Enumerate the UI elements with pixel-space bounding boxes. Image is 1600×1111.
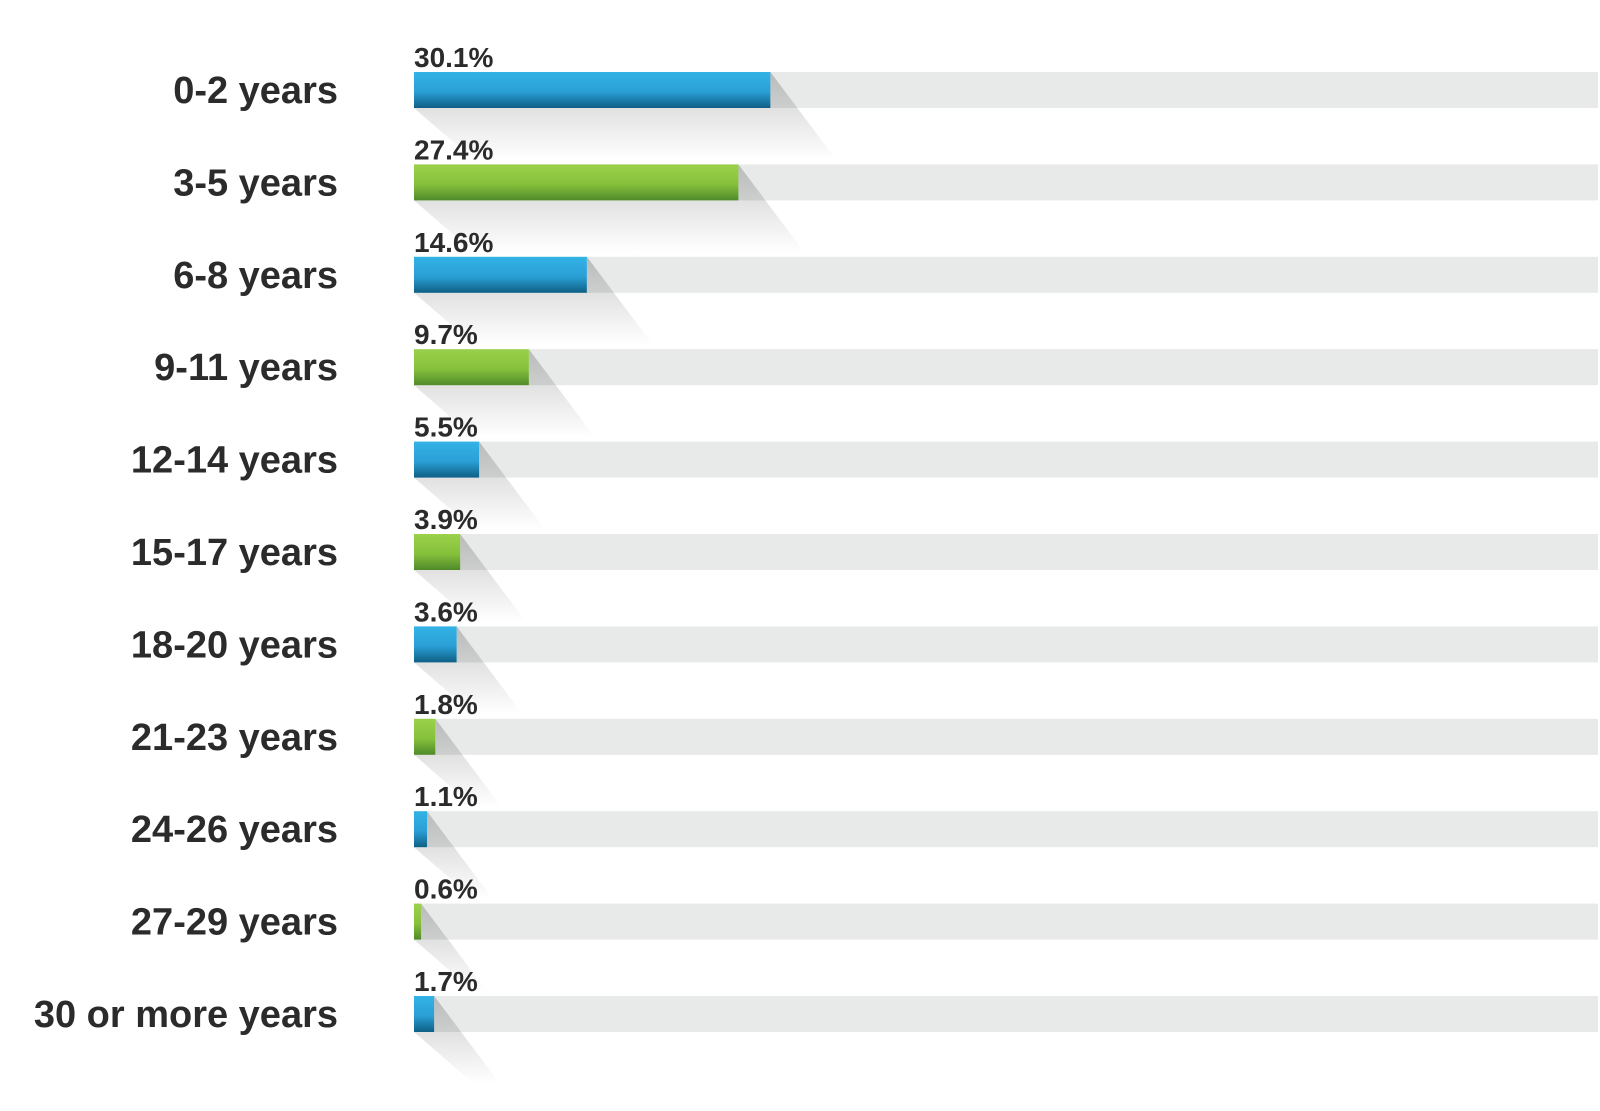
category-label: 6-8 years bbox=[173, 255, 338, 297]
bar-11 bbox=[414, 996, 435, 1032]
value-label: 27.4% bbox=[414, 134, 493, 165]
category-label: 9-11 years bbox=[154, 347, 338, 389]
category-label: 15-17 years bbox=[131, 532, 338, 574]
bar-row: 18-20 years 3.6% bbox=[131, 596, 1598, 715]
category-label: 18-20 years bbox=[131, 624, 338, 666]
bar-track bbox=[414, 626, 1598, 663]
bar-shadow bbox=[414, 903, 488, 992]
value-label: 30.1% bbox=[414, 42, 493, 73]
bar-row: 30 or more years 1.7% bbox=[34, 966, 1598, 1084]
bar-shadow bbox=[414, 256, 653, 345]
category-label: 12-14 years bbox=[131, 440, 338, 482]
bar-row: 15-17 years 3.9% bbox=[131, 504, 1598, 622]
bar-row: 3-5 years 27.4% bbox=[173, 134, 1598, 253]
value-label: 1.7% bbox=[414, 966, 478, 997]
bar-5 bbox=[414, 441, 480, 478]
category-label: 0-2 years bbox=[173, 70, 338, 112]
bar-track bbox=[414, 996, 1598, 1032]
bar-track bbox=[414, 349, 1598, 386]
bar-7 bbox=[414, 626, 457, 663]
bar-1 bbox=[414, 72, 771, 108]
bar-track bbox=[414, 718, 1598, 755]
category-label: 27-29 years bbox=[131, 902, 338, 944]
bar-10 bbox=[414, 903, 422, 940]
bar-row: 27-29 years 0.6% bbox=[131, 874, 1598, 992]
bar-9 bbox=[414, 811, 428, 848]
bar-row: 9-11 years 9.7% bbox=[154, 319, 1598, 438]
bar-shadow bbox=[414, 72, 837, 160]
bar-row: 21-23 years 1.8% bbox=[131, 689, 1598, 807]
bar-row: 24-26 years 1.1% bbox=[131, 781, 1598, 900]
value-label: 5.5% bbox=[414, 412, 478, 443]
bar-6 bbox=[414, 534, 461, 570]
bar-row: 6-8 years 14.6% bbox=[173, 227, 1598, 345]
bar-rows: 0-2 years 30.1% 3-5 years 27.4% 6-8 years 14.… bbox=[34, 42, 1598, 1084]
bar-shadow bbox=[414, 626, 523, 715]
bar-shadow bbox=[414, 441, 546, 530]
value-label: 14.6% bbox=[414, 227, 493, 258]
value-label: 1.1% bbox=[414, 781, 478, 812]
bar-4 bbox=[414, 349, 529, 386]
value-label: 3.6% bbox=[414, 596, 478, 627]
bar-track bbox=[414, 256, 1598, 293]
category-label: 24-26 years bbox=[131, 809, 338, 851]
category-label: 30 or more years bbox=[34, 994, 338, 1036]
value-label: 3.9% bbox=[414, 504, 478, 535]
category-label: 21-23 years bbox=[131, 717, 338, 759]
bar-track bbox=[414, 903, 1598, 940]
bar-8 bbox=[414, 718, 436, 755]
bar-shadow bbox=[414, 996, 501, 1084]
bar-shadow bbox=[414, 811, 494, 900]
value-label: 9.7% bbox=[414, 319, 478, 350]
bar-shadow bbox=[414, 164, 805, 253]
bar-row: 0-2 years 30.1% bbox=[173, 42, 1598, 160]
bar-track bbox=[414, 441, 1598, 478]
value-label: 0.6% bbox=[414, 874, 478, 905]
bar-shadow bbox=[414, 349, 595, 438]
bar-shadow bbox=[414, 534, 527, 622]
bar-row: 12-14 years 5.5% bbox=[131, 412, 1598, 530]
bar-shadow bbox=[414, 718, 502, 807]
bar-track bbox=[414, 811, 1598, 848]
value-label: 1.8% bbox=[414, 689, 478, 720]
bar-3 bbox=[414, 256, 587, 293]
category-label: 3-5 years bbox=[173, 162, 338, 204]
bar-2 bbox=[414, 164, 739, 201]
bar-track bbox=[414, 534, 1598, 570]
